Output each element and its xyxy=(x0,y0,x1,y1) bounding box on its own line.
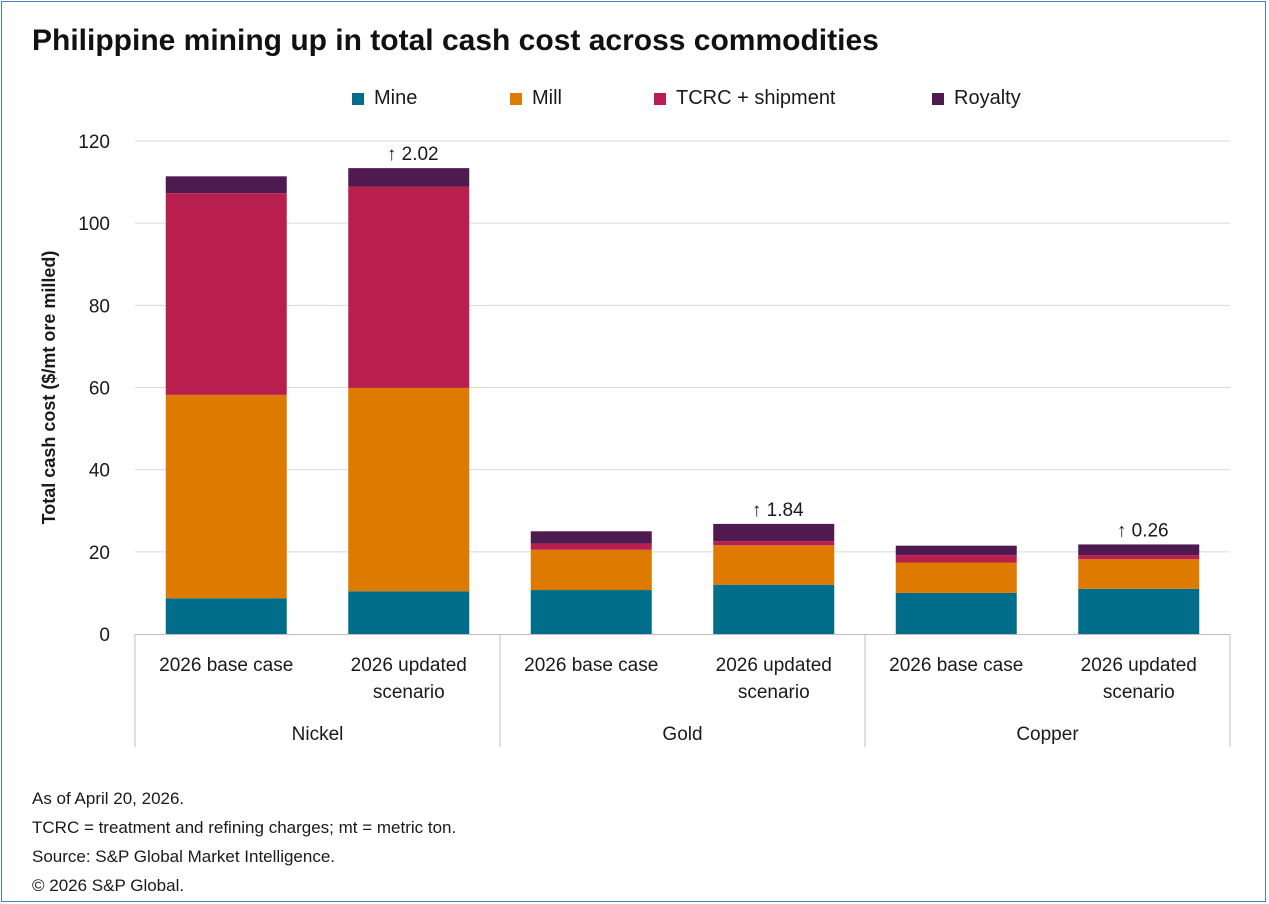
bar-royalty-5 xyxy=(1078,544,1200,556)
bar-royalty-3 xyxy=(713,523,835,542)
y-axis-label: Total cash cost ($/mt ore milled) xyxy=(39,251,59,525)
legend-label-mine: Mine xyxy=(374,87,418,109)
bar-tcrc-shipment-2 xyxy=(530,543,652,550)
y-tick-label-120: 120 xyxy=(78,132,110,153)
y-tick-label-0: 0 xyxy=(99,625,110,646)
stacked-bar-chart: 0 20 40 60 80 100 120 Total cash cost ($/mt ore… xyxy=(39,132,1231,747)
bar-mill-2 xyxy=(530,549,652,591)
bar-tcrc-shipment-4 xyxy=(895,555,1017,563)
x-group-label-gold: Gold xyxy=(662,724,702,745)
x-category-label-3-0: 2026 updated xyxy=(716,655,832,676)
bar-mill-3 xyxy=(713,545,835,585)
bar-annotation-1: ↑ 2.02 xyxy=(387,144,439,165)
legend-swatch-mill xyxy=(510,92,522,105)
legend-swatch-tcrc xyxy=(654,92,666,105)
bar-mill-0 xyxy=(165,394,287,599)
bar-mine-1 xyxy=(348,591,470,634)
note-abbreviations: TCRC = treatment and refining charges; m… xyxy=(32,818,457,837)
chart-title: Philippine mining up in total cash cost … xyxy=(32,24,879,57)
bar-mill-5 xyxy=(1078,559,1200,589)
chart-legend: Mine Mill TCRC + shipment Royalty xyxy=(2,87,1267,113)
bar-mine-2 xyxy=(530,590,652,634)
bar-tcrc-shipment-5 xyxy=(1078,555,1200,560)
legend-label-royalty: Royalty xyxy=(954,87,1021,109)
bar-mill-4 xyxy=(895,562,1017,593)
x-group-label-nickel: Nickel xyxy=(292,724,344,745)
bar-tcrc-shipment-3 xyxy=(713,541,835,546)
legend-label-tcrc: TCRC + shipment xyxy=(676,87,836,109)
note-copyright: © 2026 S&P Global. xyxy=(32,876,185,895)
bar-mine-3 xyxy=(713,584,835,634)
bar-mine-0 xyxy=(165,598,287,634)
note-source: Source: S&P Global Market Intelligence. xyxy=(32,847,336,866)
legend-item-mill: Mill xyxy=(510,87,562,110)
x-category-label-5-0: 2026 updated xyxy=(1081,655,1197,676)
bar-royalty-1 xyxy=(348,168,470,187)
bar-tcrc-shipment-0 xyxy=(165,193,287,395)
bar-royalty-2 xyxy=(530,531,652,544)
bar-annotation-3: ↑ 1.84 xyxy=(752,500,804,521)
x-category-label-4-0: 2026 base case xyxy=(889,655,1023,676)
bar-mine-4 xyxy=(895,592,1017,634)
y-tick-label-80: 80 xyxy=(89,296,110,317)
x-category-label-5-1: scenario xyxy=(1103,682,1175,703)
y-tick-label-60: 60 xyxy=(89,379,110,400)
x-category-label-2-0: 2026 base case xyxy=(524,655,658,676)
bar-royalty-0 xyxy=(165,176,287,194)
note-as-of: As of April 20, 2026. xyxy=(32,789,185,808)
chart-notes: As of April 20, 2026. TCRC = treatment a… xyxy=(32,784,456,900)
legend-item-tcrc: TCRC + shipment xyxy=(654,87,836,110)
legend-swatch-royalty xyxy=(932,92,944,105)
legend-item-royalty: Royalty xyxy=(932,87,1021,110)
x-category-label-0-0: 2026 base case xyxy=(159,655,293,676)
bar-mine-5 xyxy=(1078,588,1200,634)
bar-tcrc-shipment-1 xyxy=(348,186,470,388)
bar-mill-1 xyxy=(348,387,470,592)
x-category-label-3-1: scenario xyxy=(738,682,810,703)
x-category-label-1-0: 2026 updated xyxy=(351,655,467,676)
legend-swatch-mine xyxy=(352,92,364,105)
x-category-label-1-1: scenario xyxy=(373,682,445,703)
y-tick-label-20: 20 xyxy=(89,543,110,564)
legend-label-mill: Mill xyxy=(532,87,562,109)
x-group-label-copper: Copper xyxy=(1016,724,1079,745)
y-tick-label-100: 100 xyxy=(78,214,110,235)
bar-annotation-5: ↑ 0.26 xyxy=(1117,520,1169,541)
legend-item-mine: Mine xyxy=(352,87,417,110)
y-tick-label-40: 40 xyxy=(89,461,110,482)
bar-royalty-4 xyxy=(895,545,1017,556)
